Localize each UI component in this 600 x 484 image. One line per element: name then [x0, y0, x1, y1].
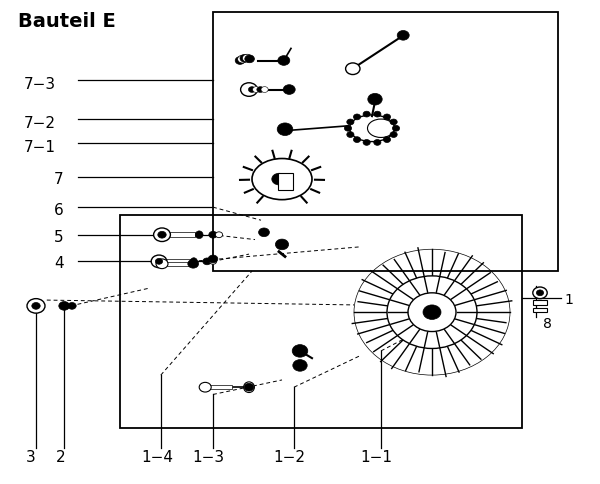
Circle shape — [209, 258, 217, 264]
Circle shape — [32, 302, 40, 309]
Text: 2: 2 — [56, 450, 65, 465]
Text: 3: 3 — [26, 450, 35, 465]
Circle shape — [292, 345, 308, 357]
Circle shape — [392, 125, 400, 131]
Circle shape — [272, 173, 286, 185]
Circle shape — [374, 139, 381, 145]
Bar — [168, 232, 196, 237]
Text: 4: 4 — [54, 257, 64, 271]
Circle shape — [383, 114, 391, 120]
Bar — [167, 261, 191, 266]
Text: 8: 8 — [543, 318, 552, 331]
Ellipse shape — [367, 119, 395, 137]
Bar — [120, 215, 522, 428]
Circle shape — [155, 258, 163, 264]
Circle shape — [293, 360, 307, 371]
Circle shape — [387, 276, 477, 348]
Bar — [533, 308, 547, 312]
Circle shape — [363, 139, 370, 145]
Circle shape — [27, 299, 45, 313]
Circle shape — [275, 239, 289, 250]
Circle shape — [68, 302, 76, 309]
Circle shape — [156, 259, 168, 269]
Circle shape — [536, 290, 544, 296]
Text: 7−3: 7−3 — [24, 77, 56, 92]
Circle shape — [158, 231, 166, 238]
Circle shape — [390, 132, 397, 137]
Ellipse shape — [244, 382, 254, 393]
Bar — [533, 300, 547, 305]
Circle shape — [235, 57, 245, 64]
Circle shape — [368, 93, 382, 105]
Circle shape — [208, 255, 218, 263]
Text: 7: 7 — [54, 172, 64, 186]
Circle shape — [151, 255, 167, 268]
Circle shape — [248, 87, 256, 92]
Text: 1−2: 1−2 — [273, 450, 305, 465]
Circle shape — [363, 111, 370, 117]
Circle shape — [278, 56, 290, 65]
Circle shape — [59, 302, 70, 310]
Text: 1−4: 1−4 — [141, 450, 173, 465]
Circle shape — [241, 83, 257, 96]
Circle shape — [397, 30, 409, 40]
Text: 7−2: 7−2 — [24, 116, 56, 131]
Circle shape — [154, 228, 170, 242]
Circle shape — [383, 136, 391, 142]
Circle shape — [353, 114, 361, 120]
Ellipse shape — [196, 231, 203, 239]
Text: 7−1: 7−1 — [24, 140, 56, 155]
Text: 1: 1 — [564, 293, 573, 307]
Circle shape — [533, 287, 547, 299]
Circle shape — [259, 228, 269, 237]
Circle shape — [257, 87, 264, 92]
Bar — [209, 385, 232, 389]
Ellipse shape — [349, 115, 395, 141]
Circle shape — [242, 54, 252, 62]
Text: 5: 5 — [54, 230, 64, 244]
Circle shape — [261, 87, 268, 92]
Circle shape — [253, 87, 260, 92]
Text: Bauteil E: Bauteil E — [18, 12, 116, 31]
Circle shape — [209, 231, 217, 238]
Circle shape — [188, 259, 199, 268]
Ellipse shape — [252, 159, 312, 199]
Ellipse shape — [190, 257, 197, 265]
Circle shape — [244, 383, 254, 391]
Bar — [164, 259, 191, 263]
Circle shape — [215, 232, 223, 238]
Circle shape — [390, 119, 397, 125]
Text: 6: 6 — [54, 203, 64, 218]
Circle shape — [408, 293, 456, 332]
Circle shape — [353, 136, 361, 142]
Circle shape — [199, 382, 211, 392]
Text: 1−1: 1−1 — [360, 450, 392, 465]
Circle shape — [374, 111, 381, 117]
Circle shape — [203, 258, 211, 265]
Circle shape — [245, 55, 254, 63]
Circle shape — [240, 54, 250, 62]
Circle shape — [344, 125, 352, 131]
Circle shape — [238, 55, 247, 63]
Bar — [213, 12, 558, 271]
Circle shape — [346, 63, 360, 75]
Circle shape — [277, 123, 293, 136]
Circle shape — [283, 85, 295, 94]
Bar — [277, 173, 293, 190]
Text: 1−3: 1−3 — [192, 450, 224, 465]
Circle shape — [347, 132, 354, 137]
Circle shape — [423, 305, 441, 319]
Circle shape — [347, 119, 354, 125]
